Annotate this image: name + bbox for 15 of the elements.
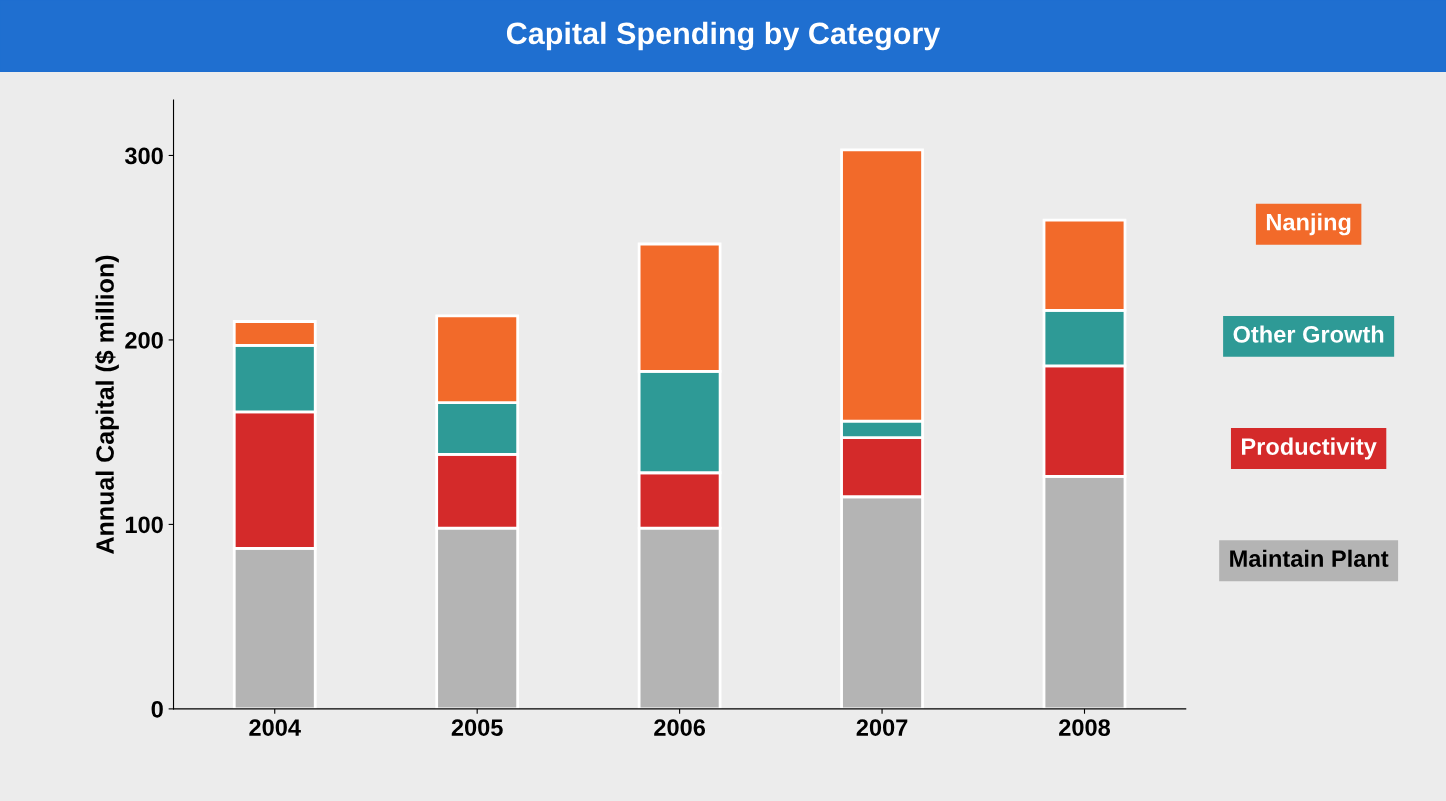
text: Productivity bbox=[1241, 437, 1377, 460]
y-axis-title: Annual Capital ($ million) bbox=[95, 255, 119, 554]
x-tick-label: 2005 bbox=[451, 719, 503, 736]
x-tick-label: 2004 bbox=[249, 719, 301, 736]
x-tick-label: 2007 bbox=[856, 719, 908, 736]
y-tick-label: 200 bbox=[125, 332, 163, 349]
text: Nanjing bbox=[1266, 213, 1351, 236]
text: Other Growth bbox=[1233, 325, 1384, 343]
y-tick-label: 100 bbox=[125, 516, 163, 534]
y-tick-label: 300 bbox=[124, 147, 163, 165]
x-tick-label: 2008 bbox=[1059, 719, 1111, 736]
text: Maintain Plant bbox=[1230, 549, 1389, 568]
chart-title: Capital Spending by Category bbox=[506, 21, 941, 51]
x-tick-label: 2006 bbox=[654, 719, 706, 736]
y-tick-label: 0 bbox=[151, 700, 163, 718]
